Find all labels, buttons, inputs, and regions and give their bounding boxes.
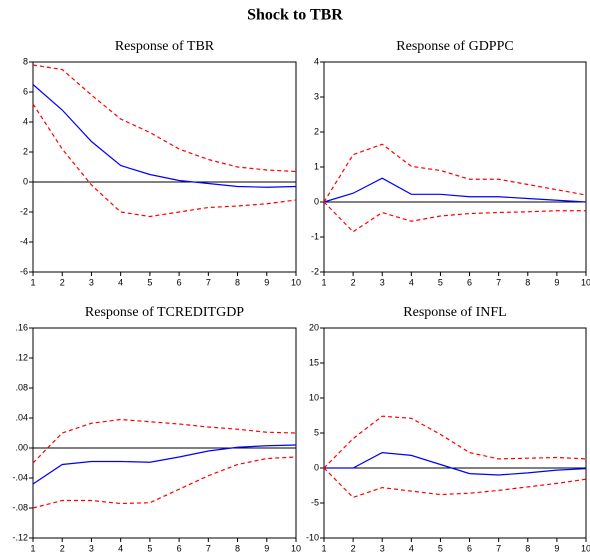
y-tick-label: -6 bbox=[20, 266, 28, 276]
y-tick-label: -2 bbox=[311, 266, 319, 276]
y-tick-label: -.04 bbox=[12, 472, 28, 482]
y-tick-label: 2 bbox=[314, 126, 319, 136]
plot-frame bbox=[32, 61, 297, 273]
y-tick-label: -10 bbox=[306, 532, 319, 542]
x-tick-label: 9 bbox=[554, 543, 559, 553]
response-line bbox=[32, 418, 297, 464]
x-tick-label: 7 bbox=[206, 277, 211, 287]
y-tick-label: .16 bbox=[15, 322, 28, 332]
panel-title: Response of INFL bbox=[403, 305, 506, 320]
y-tick-label: -.12 bbox=[12, 532, 28, 542]
x-tick-label: 2 bbox=[60, 543, 65, 553]
y-tick-label: .12 bbox=[15, 352, 28, 362]
x-tick-label: 6 bbox=[177, 543, 182, 553]
y-tick-label: 1 bbox=[314, 161, 319, 171]
x-tick-label: 3 bbox=[89, 543, 94, 553]
y-tick-label: .08 bbox=[15, 382, 28, 392]
y-tick-label: 0 bbox=[314, 462, 319, 472]
response-line bbox=[32, 444, 297, 485]
x-tick-label: 6 bbox=[177, 277, 182, 287]
x-tick-label: 3 bbox=[89, 277, 94, 287]
x-tick-label: 4 bbox=[118, 543, 123, 553]
y-tick-label: -.08 bbox=[12, 502, 28, 512]
x-tick-label: 4 bbox=[409, 543, 414, 553]
x-tick-label: 8 bbox=[525, 277, 530, 287]
chart-title: Shock to TBR bbox=[247, 7, 343, 24]
x-tick-label: 10 bbox=[291, 277, 301, 287]
x-tick-label: 4 bbox=[118, 277, 123, 287]
response-line bbox=[32, 103, 297, 218]
x-tick-label: 1 bbox=[321, 277, 326, 287]
x-tick-label: 5 bbox=[147, 277, 152, 287]
x-tick-label: 6 bbox=[467, 543, 472, 553]
x-tick-label: 7 bbox=[206, 543, 211, 553]
x-tick-label: 8 bbox=[235, 543, 240, 553]
x-tick-label: 9 bbox=[264, 277, 269, 287]
x-tick-label: 10 bbox=[291, 543, 301, 553]
y-tick-label: .00 bbox=[15, 442, 28, 452]
x-tick-label: 5 bbox=[438, 543, 443, 553]
y-tick-label: 5 bbox=[314, 427, 319, 437]
x-tick-label: 9 bbox=[554, 277, 559, 287]
y-tick-label: 3 bbox=[314, 91, 319, 101]
x-tick-label: 7 bbox=[496, 543, 501, 553]
y-tick-label: -4 bbox=[20, 236, 28, 246]
y-tick-label: 10 bbox=[309, 392, 319, 402]
x-tick-label: 1 bbox=[30, 277, 35, 287]
x-tick-label: 1 bbox=[30, 543, 35, 553]
x-tick-label: 8 bbox=[235, 277, 240, 287]
x-tick-label: 3 bbox=[380, 543, 385, 553]
x-tick-label: 2 bbox=[351, 277, 356, 287]
response-line bbox=[323, 467, 587, 499]
panel-title: Response of TBR bbox=[115, 39, 215, 54]
y-tick-label: 20 bbox=[309, 322, 319, 332]
response-line bbox=[323, 177, 587, 203]
y-tick-label: 4 bbox=[314, 56, 319, 66]
y-tick-label: 8 bbox=[23, 56, 28, 66]
x-tick-label: 3 bbox=[380, 277, 385, 287]
y-tick-label: 2 bbox=[23, 146, 28, 156]
response-line bbox=[32, 456, 297, 509]
panel-title: Response of GDPPC bbox=[396, 39, 513, 54]
y-tick-label: 0 bbox=[314, 196, 319, 206]
y-tick-label: -2 bbox=[20, 206, 28, 216]
plot-frame bbox=[323, 61, 587, 273]
x-tick-label: 1 bbox=[321, 543, 326, 553]
y-tick-label: 6 bbox=[23, 86, 28, 96]
x-tick-label: 5 bbox=[438, 277, 443, 287]
plot-frame bbox=[32, 327, 297, 539]
y-tick-label: 15 bbox=[309, 357, 319, 367]
y-tick-label: 0 bbox=[23, 176, 28, 186]
response-line bbox=[323, 201, 586, 233]
response-line bbox=[32, 64, 297, 173]
x-tick-label: 2 bbox=[351, 543, 356, 553]
panel-title: Response of TCREDITGDP bbox=[85, 305, 244, 320]
response-line bbox=[32, 84, 297, 188]
y-tick-label: .04 bbox=[15, 412, 28, 422]
x-tick-label: 8 bbox=[525, 543, 530, 553]
response-line bbox=[324, 451, 587, 476]
x-tick-label: 9 bbox=[264, 543, 269, 553]
response-line bbox=[323, 415, 587, 469]
x-tick-label: 5 bbox=[147, 543, 152, 553]
y-tick-label: -1 bbox=[311, 231, 319, 241]
plot-frame bbox=[323, 327, 587, 539]
x-tick-label: 10 bbox=[581, 543, 590, 553]
y-tick-label: 4 bbox=[23, 116, 28, 126]
x-tick-label: 2 bbox=[60, 277, 65, 287]
x-tick-label: 6 bbox=[467, 277, 472, 287]
x-tick-label: 7 bbox=[496, 277, 501, 287]
x-tick-label: 4 bbox=[409, 277, 414, 287]
response-line bbox=[323, 143, 587, 203]
x-tick-label: 10 bbox=[581, 277, 590, 287]
y-tick-label: -5 bbox=[311, 497, 319, 507]
